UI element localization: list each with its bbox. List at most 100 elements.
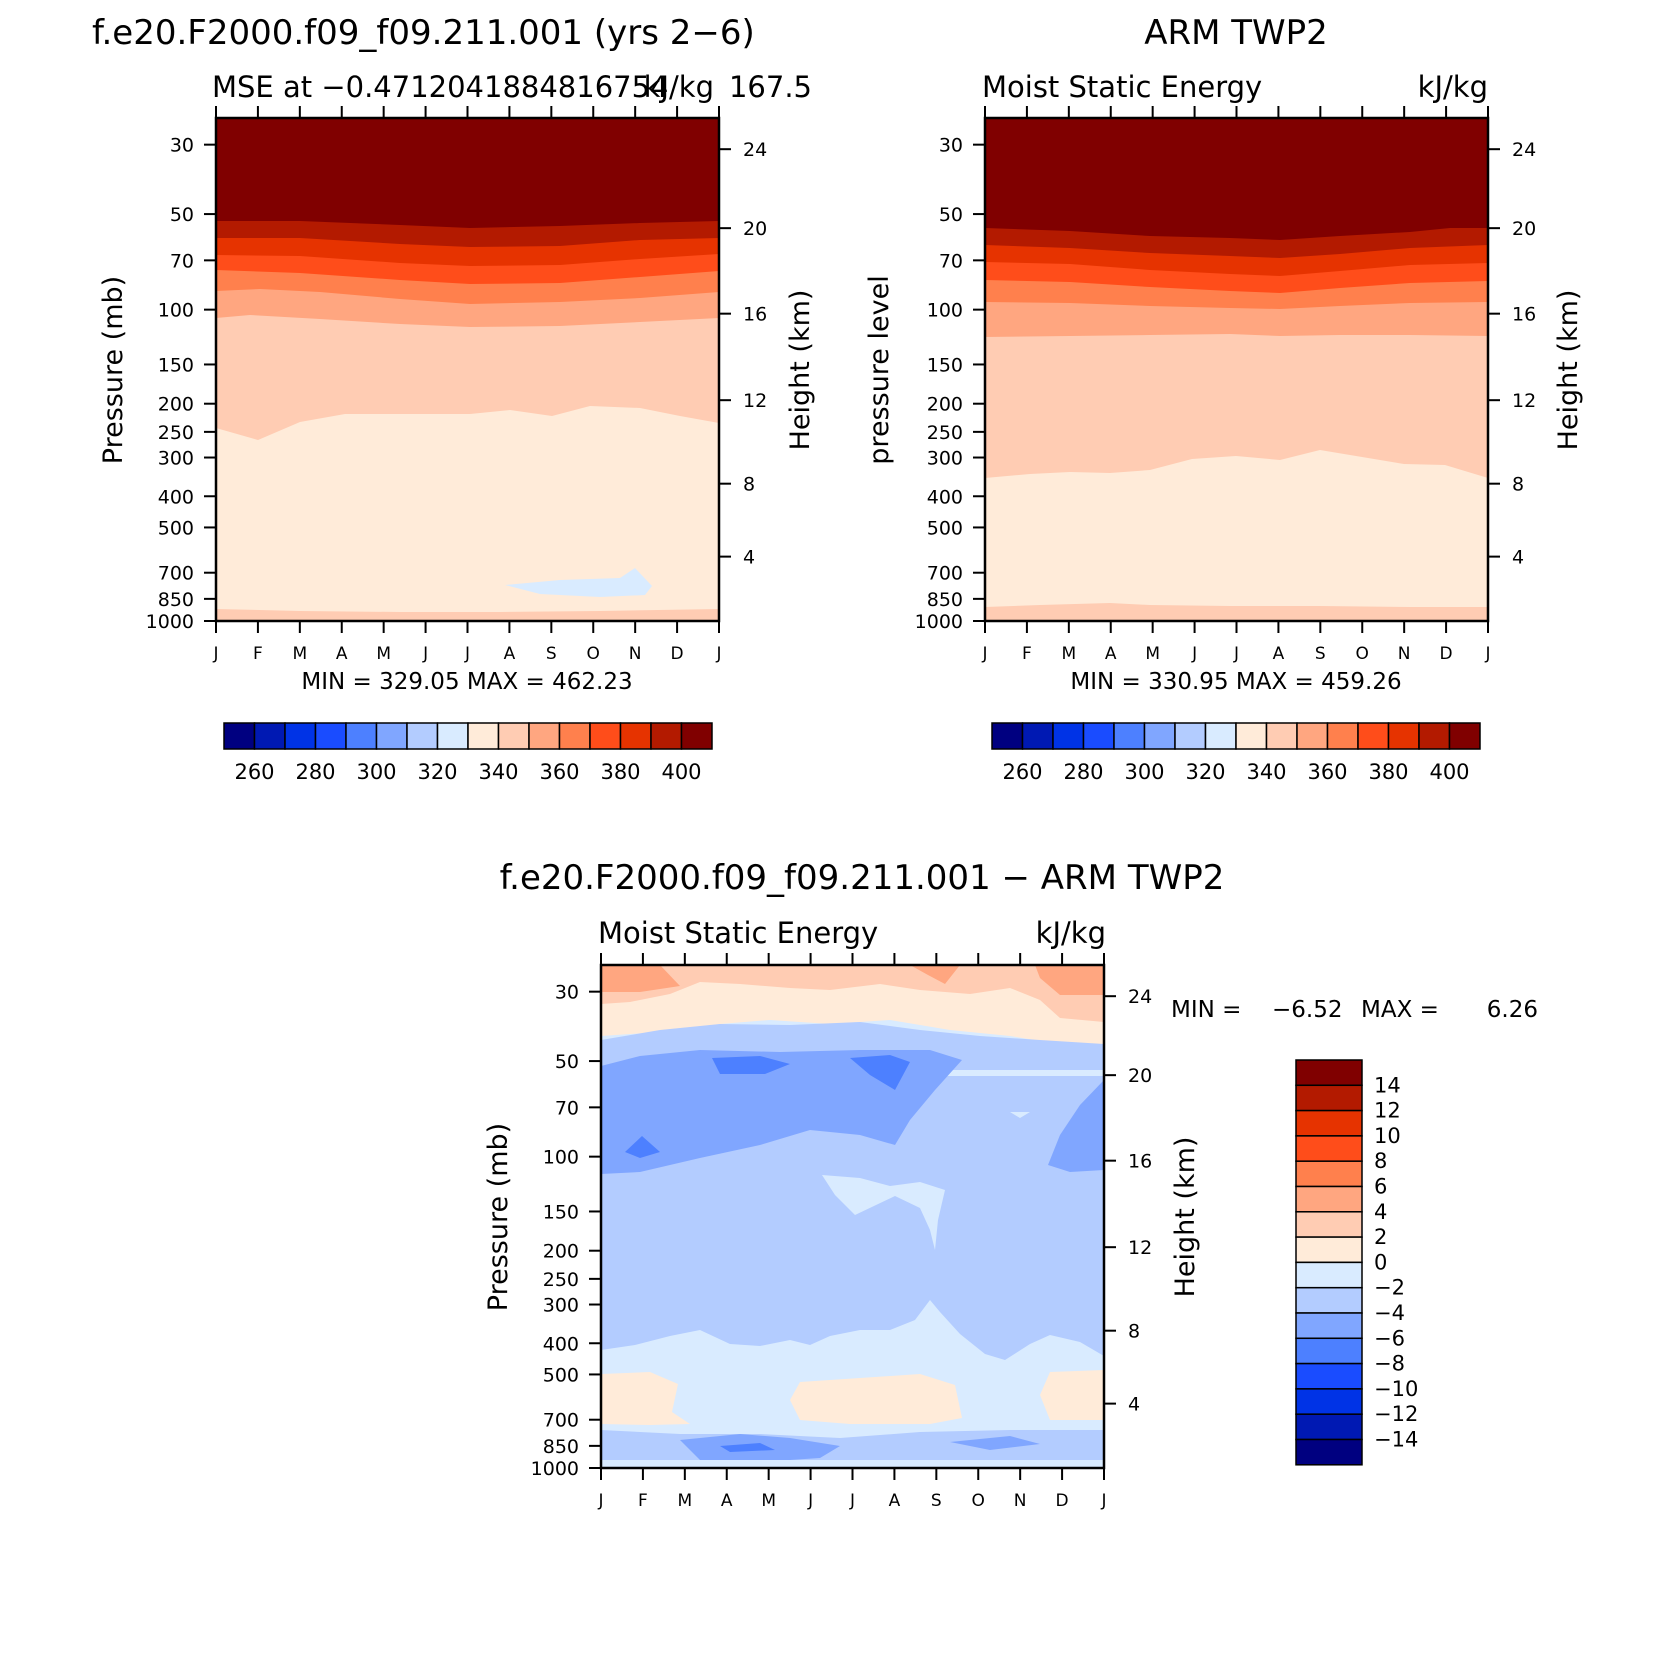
- colorbar-label: 300: [356, 760, 396, 784]
- y-tick-label: 250: [543, 1269, 579, 1291]
- y2-tick-label: 12: [1512, 390, 1536, 412]
- y-tick-label: 850: [927, 589, 963, 611]
- colorbar-label: 4: [1374, 1200, 1387, 1224]
- x-tick-label: N: [1398, 644, 1411, 664]
- y-tick-label: 500: [158, 517, 194, 539]
- y-tick-label: 100: [158, 300, 194, 322]
- y2-tick-label: 8: [1128, 1321, 1140, 1343]
- panel2-subtitle-right: kJ/kg: [1418, 70, 1488, 104]
- colorbar-label: −2: [1374, 1276, 1405, 1300]
- colorbar-swatch: [1295, 1337, 1363, 1365]
- colorbar-swatch: [1295, 1286, 1363, 1314]
- colorbar-swatch: [284, 722, 317, 750]
- panel3-title: f.e20.F2000.f09_f09.211.001 − ARM TWP2: [500, 858, 1225, 898]
- colorbar-swatch: [1295, 1185, 1363, 1213]
- y-tick-label: 70: [555, 1097, 579, 1119]
- y-tick-label: 1000: [146, 611, 194, 633]
- colorbar-swatch: [1052, 722, 1085, 750]
- y2-tick-label: 12: [743, 390, 767, 412]
- p3-minus6to8-a: [712, 1056, 790, 1074]
- colorbar-swatch: [1295, 1084, 1363, 1112]
- x-tick-label: J: [597, 1491, 603, 1511]
- colorbar-swatch: [497, 722, 530, 750]
- y-tick-label: 700: [543, 1410, 579, 1432]
- panel3-subtitle-left: Moist Static Energy: [598, 916, 878, 950]
- x-tick-label: A: [504, 644, 516, 664]
- x-tick-label: J: [212, 644, 218, 664]
- colorbar-swatch: [314, 722, 347, 750]
- y-tick-label: 100: [543, 1147, 579, 1169]
- panel2-colorbar: 260 280 300 320 340 360 380 400: [991, 722, 1481, 784]
- colorbar-label: 380: [600, 760, 640, 784]
- panel3-plot: [599, 963, 1106, 1470]
- colorbar-swatch: [1296, 722, 1329, 750]
- panel3-subtitle-right: kJ/kg: [1036, 916, 1106, 950]
- p1-band-330: [216, 406, 719, 621]
- y-tick-label: 700: [158, 563, 194, 585]
- x-tick-label: N: [1014, 1491, 1027, 1511]
- x-tick-label: N: [629, 644, 642, 664]
- y-tick-label: 50: [170, 204, 194, 226]
- x-tick-label: D: [1440, 644, 1453, 664]
- colorbar-swatch: [1418, 722, 1451, 750]
- panel1-colorbar: 260 280 300 320 340 360 380 400: [223, 722, 713, 784]
- colorbar-label: 2: [1374, 1225, 1387, 1249]
- y-tick-label: 300: [543, 1295, 579, 1317]
- panel1-ylabel: Pressure (mb): [98, 276, 129, 464]
- y2-tick-label: 24: [1128, 986, 1152, 1008]
- p3-surface-minus6to8: [720, 1443, 775, 1452]
- colorbar-swatch: [1448, 722, 1481, 750]
- colorbar-label: 10: [1374, 1124, 1401, 1148]
- x-tick-label: D: [671, 644, 684, 664]
- panel3-y2label: Height (km): [1170, 1137, 1201, 1298]
- y-tick-label: 400: [158, 486, 194, 508]
- panel2-title: ARM TWP2: [1144, 13, 1328, 53]
- x-tick-label: F: [253, 644, 263, 664]
- y-tick-label: 70: [170, 250, 194, 272]
- x-tick-label: M: [376, 644, 391, 664]
- panel3-stats-max: 6.26: [1487, 997, 1538, 1023]
- x-tick-label: S: [931, 1491, 942, 1511]
- colorbar-label: 360: [1307, 760, 1347, 784]
- x-tick-label: M: [761, 1491, 776, 1511]
- y-tick-label: 1000: [531, 1458, 579, 1480]
- colorbar-label: 320: [417, 760, 457, 784]
- p3-upper-4to6-left: [601, 965, 680, 992]
- x-tick-label: O: [587, 644, 600, 664]
- colorbar-swatch: [1295, 1236, 1363, 1264]
- colorbar-label: −12: [1374, 1402, 1418, 1426]
- y2-tick-label: 4: [1128, 1394, 1140, 1416]
- colorbar-swatch: [1295, 1059, 1363, 1087]
- y-tick-label: 150: [158, 354, 194, 376]
- panel-difference: f.e20.F2000.f09_f09.211.001 − ARM TWP2 M…: [483, 858, 1538, 1511]
- panel1-subtitle-right: kJ/kg: [644, 70, 714, 104]
- panel1-subtitle-left: MSE at −0.4712041884816754: [212, 70, 669, 104]
- colorbar-label: 380: [1368, 760, 1408, 784]
- x-tick-label: O: [1356, 644, 1369, 664]
- colorbar-swatch: [1295, 1211, 1363, 1238]
- y-tick-label: 30: [555, 982, 579, 1004]
- y-tick-label: 1000: [915, 611, 963, 633]
- colorbar-swatch: [406, 722, 439, 750]
- colorbar-swatch: [1295, 1362, 1363, 1390]
- colorbar-label: 8: [1374, 1149, 1387, 1173]
- y-tick-label: 200: [543, 1241, 579, 1263]
- x-tick-label: M: [292, 644, 307, 664]
- colorbar-swatch: [619, 722, 652, 750]
- y2-tick-label: 8: [743, 474, 755, 496]
- x-tick-label: J: [464, 644, 470, 664]
- colorbar-label: −8: [1374, 1352, 1405, 1376]
- colorbar-swatch: [1326, 722, 1359, 750]
- colorbar-swatch: [1265, 722, 1298, 750]
- x-tick-label: A: [1105, 644, 1117, 664]
- p3-lower-pos-b: [790, 1374, 962, 1424]
- y-tick-label: 700: [927, 563, 963, 585]
- colorbar-label: 340: [478, 760, 518, 784]
- y-tick-label: 250: [158, 422, 194, 444]
- colorbar-label: 0: [1374, 1250, 1387, 1274]
- panel1-subtitle-extra: 167.5: [729, 70, 812, 104]
- colorbar-label: 400: [661, 760, 701, 784]
- x-tick-label: J: [422, 644, 428, 664]
- panel1-plot: [214, 116, 721, 623]
- y-tick-label: 300: [158, 448, 194, 470]
